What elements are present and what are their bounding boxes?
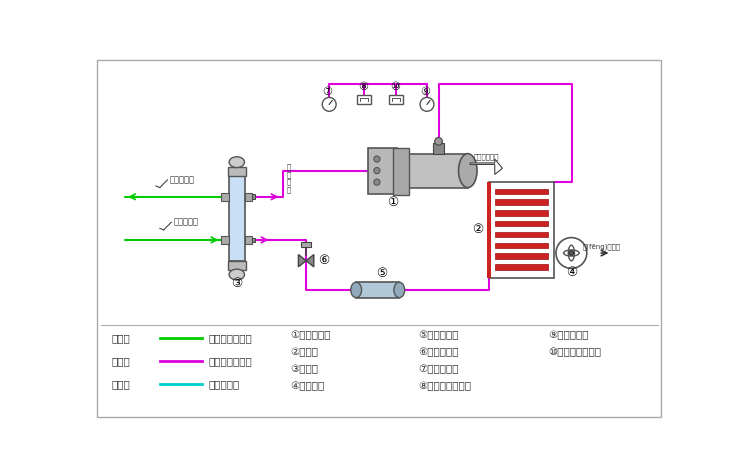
- Ellipse shape: [459, 154, 477, 187]
- Text: ⑨高壓壓力表: ⑨高壓壓力表: [548, 330, 589, 340]
- Bar: [389, 95, 403, 104]
- Ellipse shape: [394, 282, 405, 298]
- Text: ⑤: ⑤: [376, 267, 387, 279]
- Text: 載冷劑循環回路: 載冷劑循環回路: [209, 333, 252, 343]
- Text: ⑤干燥過濾器: ⑤干燥過濾器: [418, 330, 458, 340]
- Text: ⑧低壓壓力控制器: ⑧低壓壓力控制器: [418, 381, 471, 391]
- Bar: [301, 242, 311, 247]
- Circle shape: [569, 251, 574, 255]
- Ellipse shape: [229, 157, 244, 168]
- Text: ⑩高壓壓力控制器: ⑩高壓壓力控制器: [548, 347, 602, 357]
- Text: ②: ②: [473, 223, 484, 236]
- Text: ⑨: ⑨: [420, 87, 431, 97]
- Text: 載冷劑流入: 載冷劑流入: [174, 218, 198, 227]
- Bar: [433, 143, 444, 154]
- Polygon shape: [306, 254, 314, 267]
- Bar: [393, 147, 408, 195]
- Text: ⑥: ⑥: [318, 254, 330, 267]
- Bar: [495, 243, 548, 248]
- Bar: [357, 95, 371, 104]
- Text: ⑦: ⑦: [323, 87, 333, 97]
- Text: ③蒸發器: ③蒸發器: [291, 364, 319, 374]
- Bar: [488, 182, 491, 278]
- Bar: [495, 189, 548, 194]
- Bar: [244, 236, 252, 244]
- Text: 吸
氣
壓
力: 吸 氣 壓 力: [286, 164, 291, 193]
- Text: ①螺桿壓縮機: ①螺桿壓縮機: [291, 330, 332, 340]
- Bar: [356, 282, 400, 298]
- Text: ①: ①: [388, 196, 399, 210]
- Text: 紅色線: 紅色線: [111, 356, 130, 366]
- Bar: [495, 210, 548, 216]
- Bar: [221, 193, 229, 201]
- Ellipse shape: [229, 269, 244, 280]
- Circle shape: [374, 156, 380, 162]
- Bar: [495, 264, 548, 270]
- Polygon shape: [298, 254, 306, 267]
- Text: ⑦低壓壓力表: ⑦低壓壓力表: [418, 364, 458, 374]
- Text: ④: ④: [566, 266, 577, 279]
- Ellipse shape: [351, 282, 362, 298]
- Bar: [228, 167, 246, 176]
- Bar: [495, 232, 548, 237]
- Circle shape: [434, 137, 443, 145]
- Bar: [495, 253, 548, 259]
- Bar: [252, 237, 255, 242]
- Text: 藍色線: 藍色線: [111, 379, 130, 389]
- Bar: [228, 261, 246, 270]
- Text: ⑩: ⑩: [391, 82, 400, 92]
- Text: ②冷凝器: ②冷凝器: [291, 347, 319, 357]
- Circle shape: [374, 179, 380, 185]
- Bar: [221, 236, 229, 244]
- Bar: [495, 221, 548, 227]
- Polygon shape: [470, 159, 502, 175]
- Text: 載冷劑出口: 載冷劑出口: [169, 175, 195, 185]
- Bar: [489, 182, 554, 278]
- Text: 水循環回路: 水循環回路: [209, 379, 240, 389]
- Circle shape: [374, 168, 380, 174]
- Bar: [252, 194, 255, 199]
- Bar: [394, 154, 468, 187]
- Bar: [244, 193, 252, 201]
- Text: 風(fēng)冷減弱: 風(fēng)冷減弱: [583, 244, 621, 250]
- Text: ⑥供液膨脹閥: ⑥供液膨脹閥: [418, 347, 458, 357]
- Bar: [229, 176, 244, 261]
- Text: ④冷卻風扇: ④冷卻風扇: [291, 381, 325, 391]
- Text: 綠色線: 綠色線: [111, 333, 130, 343]
- Text: 高壓蒸氣通路: 高壓蒸氣通路: [473, 153, 499, 160]
- Text: ③: ③: [231, 277, 243, 290]
- Text: ⑧: ⑧: [358, 82, 368, 92]
- Bar: [368, 147, 397, 194]
- Text: 制冷劑循環回路: 制冷劑循環回路: [209, 356, 252, 366]
- Bar: [495, 200, 548, 205]
